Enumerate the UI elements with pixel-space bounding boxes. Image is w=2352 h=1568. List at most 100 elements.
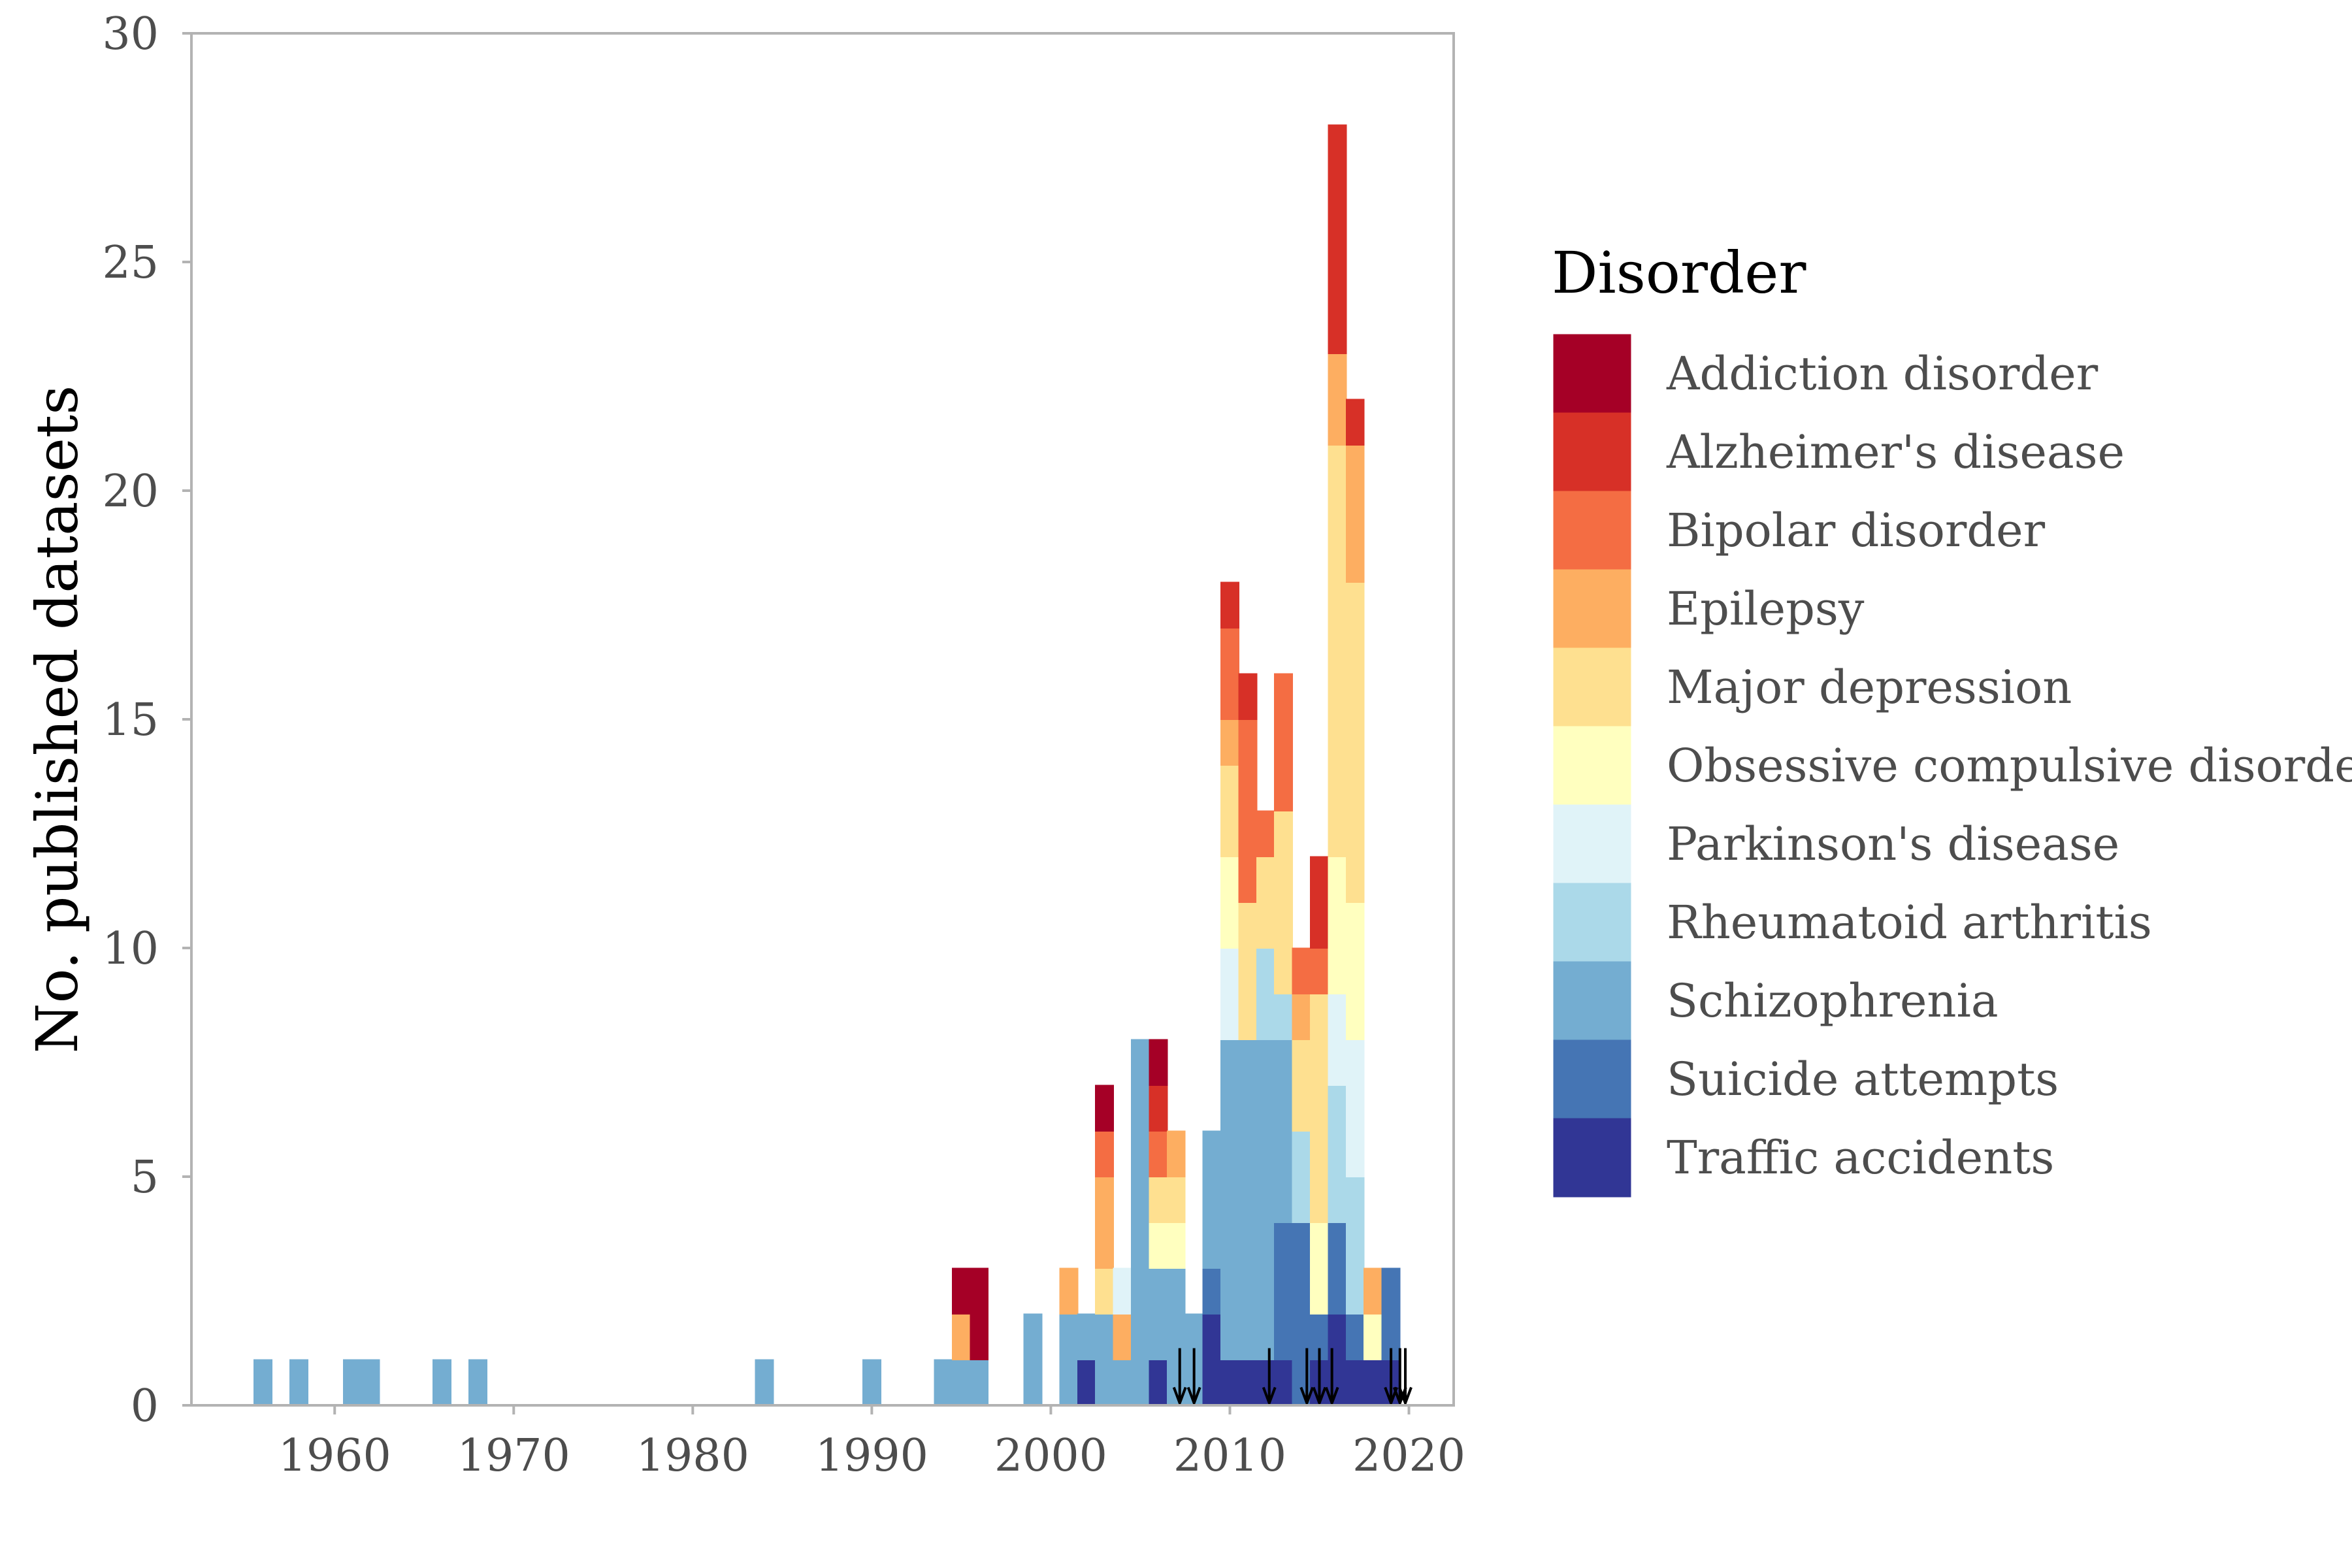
bar-segment-2009-traffic-accidents	[1202, 1313, 1222, 1406]
legend-title: Disorder	[1552, 239, 1806, 306]
bar-segment-2014-epilepsy	[1292, 993, 1311, 1040]
bar-segment-2015-obsessive-compulsive-disorder	[1310, 1222, 1329, 1315]
legend-label-schizophrenia: Schizophrenia	[1667, 974, 1999, 1028]
bar-segment-2004-schizophrenia	[1113, 1359, 1132, 1406]
y-axis: 0 5 10 15 20 25 30	[102, 8, 191, 1432]
bar-segment-1995-schizophrenia	[951, 1359, 971, 1406]
y-tick-label-15: 15	[102, 694, 159, 746]
legend-key-schizophrenia	[1553, 961, 1631, 1041]
y-tick-label-10: 10	[102, 923, 159, 975]
legend-key-bipolar-disorder	[1553, 491, 1631, 570]
y-tick-label-25: 25	[102, 237, 159, 289]
bar-segment-2004-epilepsy	[1113, 1313, 1132, 1360]
bar-segment-2015-bipolar-disorder	[1310, 947, 1329, 994]
bar-segment-2007-obsessive-compulsive-disorder	[1166, 1222, 1186, 1269]
bar-segment-1956-schizophrenia	[253, 1359, 273, 1406]
bar-segment-2011-schizophrenia	[1238, 1039, 1258, 1360]
y-tick-label-5: 5	[131, 1152, 159, 1203]
legend-label-bipolar-disorder: Bipolar disorder	[1667, 504, 2046, 557]
y-tick-label-30: 30	[102, 8, 159, 60]
bar-segment-2006-alzheimer-s-disease	[1149, 1085, 1168, 1132]
x-tick-label-2020: 2020	[1352, 1430, 1465, 1482]
bar-segment-2003-schizophrenia	[1095, 1313, 1115, 1406]
bar-segment-2011-major-depression	[1238, 902, 1258, 1040]
x-tick-label-1960: 1960	[278, 1430, 391, 1482]
y-axis-title: No. published datasets	[24, 385, 91, 1054]
bar-segment-2017-epilepsy	[1345, 444, 1365, 583]
legend-label-traffic-accidents: Traffic accidents	[1667, 1131, 2054, 1184]
bar-layer	[253, 124, 1401, 1406]
bar-segment-2001-schizophrenia	[1059, 1313, 1079, 1406]
legend-key-suicide-attempts	[1553, 1039, 1631, 1119]
bar-segment-1984-schizophrenia	[755, 1359, 774, 1406]
x-axis: 1960 1970 1980 1990 2000 2010 2020	[278, 1405, 1465, 1482]
x-tick-label-1980: 1980	[636, 1430, 749, 1482]
bar-segment-2017-rheumatoid-arthritis	[1345, 1176, 1365, 1315]
bar-segment-2016-major-depression	[1328, 444, 1347, 857]
bar-segment-2013-rheumatoid-arthritis	[1274, 993, 1294, 1040]
legend-key-obsessive-compulsive-disorder	[1553, 726, 1631, 806]
bar-segment-2012-bipolar-disorder	[1256, 810, 1275, 857]
legend-label-addiction-disorder: Addiction disorder	[1666, 347, 2099, 400]
bar-segment-2012-major-depression	[1256, 856, 1275, 949]
legend-label-epilepsy: Epilepsy	[1667, 582, 1865, 636]
arrow-marker-9	[1398, 1348, 1413, 1407]
bar-segment-2013-suicide-attempts	[1274, 1222, 1294, 1360]
x-tick-label-1970: 1970	[457, 1430, 570, 1482]
legend-key-traffic-accidents	[1553, 1118, 1631, 1198]
bar-segment-2003-bipolar-disorder	[1095, 1130, 1115, 1177]
bar-segment-2016-obsessive-compulsive-disorder	[1328, 856, 1347, 994]
x-tick-label-2010: 2010	[1173, 1430, 1286, 1482]
y-tick-label-20: 20	[102, 466, 159, 517]
bar-segment-2017-major-depression	[1345, 581, 1365, 903]
legend-key-addiction-disorder	[1553, 334, 1631, 414]
bar-segment-2010-obsessive-compulsive-disorder	[1220, 856, 1239, 949]
bar-segment-2016-suicide-attempts	[1328, 1222, 1347, 1315]
legend: Disorder Addiction disorder Alzheimer's d…	[1552, 239, 2352, 1198]
bar-segment-2016-rheumatoid-arthritis	[1328, 1085, 1347, 1223]
bar-segment-1996-addiction-disorder	[970, 1267, 989, 1360]
bar-segment-1994-schizophrenia	[934, 1359, 953, 1406]
bar-segment-2010-traffic-accidents	[1220, 1359, 1239, 1406]
bar-segment-2010-major-depression	[1220, 764, 1239, 857]
legend-label-suicide-attempts: Suicide attempts	[1667, 1053, 2059, 1106]
bar-segment-1995-epilepsy	[951, 1313, 971, 1360]
legend-label-parkinson-s-disease: Parkinson's disease	[1667, 817, 2119, 871]
arrow-layer	[1172, 1348, 1413, 1407]
bar-segment-2006-schizophrenia	[1149, 1267, 1168, 1360]
legend-key-major-depression	[1553, 647, 1631, 727]
bar-segment-2017-suicide-attempts	[1345, 1313, 1365, 1360]
bar-segment-2012-rheumatoid-arthritis	[1256, 947, 1275, 1040]
bar-segment-1966-schizophrenia	[433, 1359, 452, 1406]
arrow-marker-5	[1312, 1348, 1327, 1407]
bar-segment-2007-major-depression	[1166, 1176, 1186, 1223]
bar-segment-1996-schizophrenia	[970, 1359, 989, 1406]
arrow-marker-6	[1324, 1348, 1339, 1407]
arrow-marker-1	[1172, 1348, 1187, 1407]
bar-segment-2009-suicide-attempts	[1202, 1267, 1222, 1315]
y-tick-label-0: 0	[131, 1380, 159, 1432]
bar-segment-2010-parkinson-s-disease	[1220, 947, 1239, 1040]
bar-segment-2018-epilepsy	[1364, 1267, 1383, 1315]
arrow-marker-8	[1392, 1348, 1407, 1407]
bar-segment-2014-bipolar-disorder	[1292, 947, 1311, 994]
legend-label-rheumatoid-arthritis: Rheumatoid arthritis	[1667, 896, 2152, 949]
bar-segment-2017-traffic-accidents	[1345, 1359, 1365, 1406]
bar-segment-1962-schizophrenia	[361, 1359, 380, 1406]
arrow-marker-2	[1186, 1348, 1201, 1407]
bar-segment-1958-schizophrenia	[289, 1359, 308, 1406]
bar-segment-1999-schizophrenia	[1023, 1313, 1043, 1406]
arrow-marker-4	[1299, 1348, 1315, 1407]
bar-segment-2018-traffic-accidents	[1364, 1359, 1383, 1406]
bar-segment-2006-major-depression	[1149, 1176, 1168, 1223]
bar-segment-2006-traffic-accidents	[1149, 1359, 1168, 1406]
legend-key-rheumatoid-arthritis	[1553, 883, 1631, 962]
bar-segment-2002-traffic-accidents	[1077, 1359, 1096, 1406]
bar-segment-2011-traffic-accidents	[1238, 1359, 1258, 1406]
bar-segment-2010-bipolar-disorder	[1220, 627, 1239, 720]
legend-label-obsessive-compulsive-disorder: Obsessive compulsive disorder	[1667, 739, 2352, 792]
bar-segment-2017-alzheimer-s-disease	[1345, 399, 1365, 446]
bar-segment-1968-schizophrenia	[468, 1359, 487, 1406]
bar-segment-2017-parkinson-s-disease	[1345, 1039, 1365, 1177]
